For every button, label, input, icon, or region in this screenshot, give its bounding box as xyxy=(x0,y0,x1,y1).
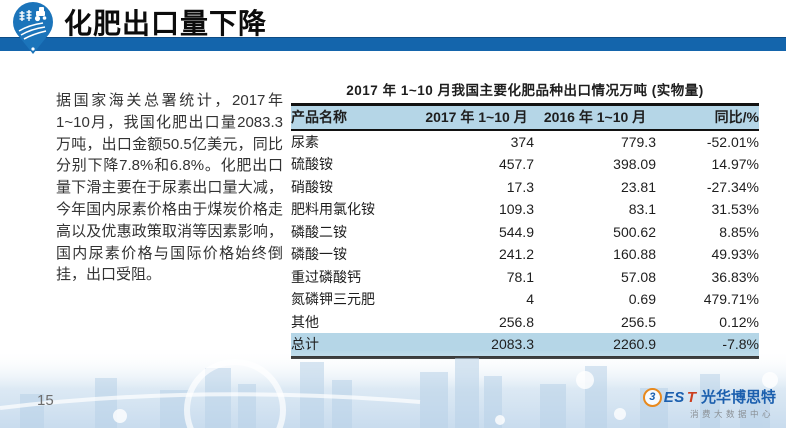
cell-2017: 241.2 xyxy=(498,246,534,263)
cell-product: 总计 xyxy=(291,336,319,353)
cell-2016: 2260.9 xyxy=(613,336,656,353)
cell-2016: 23.81 xyxy=(620,178,656,195)
cell-yoy: 49.93% xyxy=(711,246,759,263)
cell-product: 尿素 xyxy=(291,133,319,150)
cell-2016: 779.3 xyxy=(620,133,656,150)
cell-2017: 78.1 xyxy=(506,268,534,285)
cell-product: 氮磷钾三元肥 xyxy=(291,291,375,308)
cell-2017: 17.3 xyxy=(506,178,534,195)
cell-yoy: 31.53% xyxy=(711,201,759,218)
best-logo-text: ES xyxy=(663,389,685,406)
cell-2017: 544.9 xyxy=(498,223,534,240)
cell-yoy: -27.34% xyxy=(706,178,759,195)
cell-2016: 83.1 xyxy=(628,201,656,218)
cell-product: 其他 xyxy=(291,313,319,330)
table-header-row: 产品名称 2017 年 1~10 月 2016 年 1~10 月 同比/% xyxy=(291,104,759,130)
cell-yoy: 8.85% xyxy=(719,223,759,240)
best-logo-circle-icon: 3 xyxy=(642,388,662,407)
cell-2017: 256.8 xyxy=(498,313,534,330)
cell-yoy: 36.83% xyxy=(711,268,759,285)
cell-yoy: 479.71% xyxy=(703,291,759,308)
best-logo: 3 ES T 光华博思特 消费大数据中心 xyxy=(642,388,776,419)
page-number: 15 xyxy=(37,392,54,409)
col-header-2016: 2016 年 1~10 月 xyxy=(543,109,647,126)
cell-product: 硫酸铵 xyxy=(291,156,333,173)
table-title: 2017 年 1~10 月我国主要化肥品种出口情况万吨 (实物量) xyxy=(346,83,704,98)
cell-2016: 398.09 xyxy=(613,156,656,173)
col-header-2017: 2017 年 1~10 月 xyxy=(425,109,528,126)
export-table: 产品名称 2017 年 1~10 月 2016 年 1~10 月 同比/% 尿素… xyxy=(291,103,759,359)
cell-2016: 57.08 xyxy=(620,268,656,285)
best-logo-text-accent: T xyxy=(686,389,696,406)
cell-2016: 160.88 xyxy=(613,246,656,263)
cell-yoy: -7.8% xyxy=(722,336,759,353)
page-title: 化肥出口量下降 xyxy=(64,8,268,39)
best-brand-subtitle: 消费大数据中心 xyxy=(689,409,774,419)
cell-product: 硝酸铵 xyxy=(291,178,333,195)
cell-2017: 4 xyxy=(526,291,534,308)
table-row: 硫酸铵 457.7 398.09 14.97% xyxy=(291,153,759,176)
best-brand-name: 光华博思特 xyxy=(700,389,776,406)
cell-product: 磷酸一铵 xyxy=(291,246,347,263)
export-table-section: 2017 年 1~10 月我国主要化肥品种出口情况万吨 (实物量) 产品名称 2… xyxy=(291,79,759,359)
table-row: 磷酸一铵 241.2 160.88 49.93% xyxy=(291,243,759,266)
col-header-yoy: 同比/% xyxy=(714,109,759,126)
cell-2016: 500.62 xyxy=(613,223,656,240)
cell-yoy: 0.12% xyxy=(719,313,759,330)
table-row: 磷酸二铵 544.9 500.62 8.85% xyxy=(291,221,759,244)
header-divider-bar xyxy=(0,37,786,51)
cell-2016: 0.69 xyxy=(628,291,656,308)
farm-pin-logo-icon xyxy=(9,1,57,55)
cell-2017: 2083.3 xyxy=(491,336,534,353)
cell-product: 磷酸二铵 xyxy=(291,223,347,240)
cell-product: 肥料用氯化铵 xyxy=(291,201,375,218)
table-row: 其他 256.8 256.5 0.12% xyxy=(291,311,759,334)
summary-paragraph: 据国家海关总署统计，2017年1~10月，我国化肥出口量2083.3万吨，出口金… xyxy=(56,92,283,284)
table-row: 尿素 374 779.3 -52.01% xyxy=(291,130,759,154)
cell-2017: 109.3 xyxy=(498,201,534,218)
col-header-product: 产品名称 xyxy=(291,109,347,126)
cell-product: 重过磷酸钙 xyxy=(291,268,361,285)
cell-yoy: -52.01% xyxy=(706,133,759,150)
table-row: 氮磷钾三元肥 4 0.69 479.71% xyxy=(291,288,759,311)
cell-yoy: 14.97% xyxy=(711,156,759,173)
cell-2017: 457.7 xyxy=(498,156,534,173)
table-row: 重过磷酸钙 78.1 57.08 36.83% xyxy=(291,266,759,289)
cell-2016: 256.5 xyxy=(620,313,656,330)
table-row: 肥料用氯化铵 109.3 83.1 31.53% xyxy=(291,198,759,221)
table-row: 硝酸铵 17.3 23.81 -27.34% xyxy=(291,176,759,199)
cell-2017: 374 xyxy=(510,133,534,150)
